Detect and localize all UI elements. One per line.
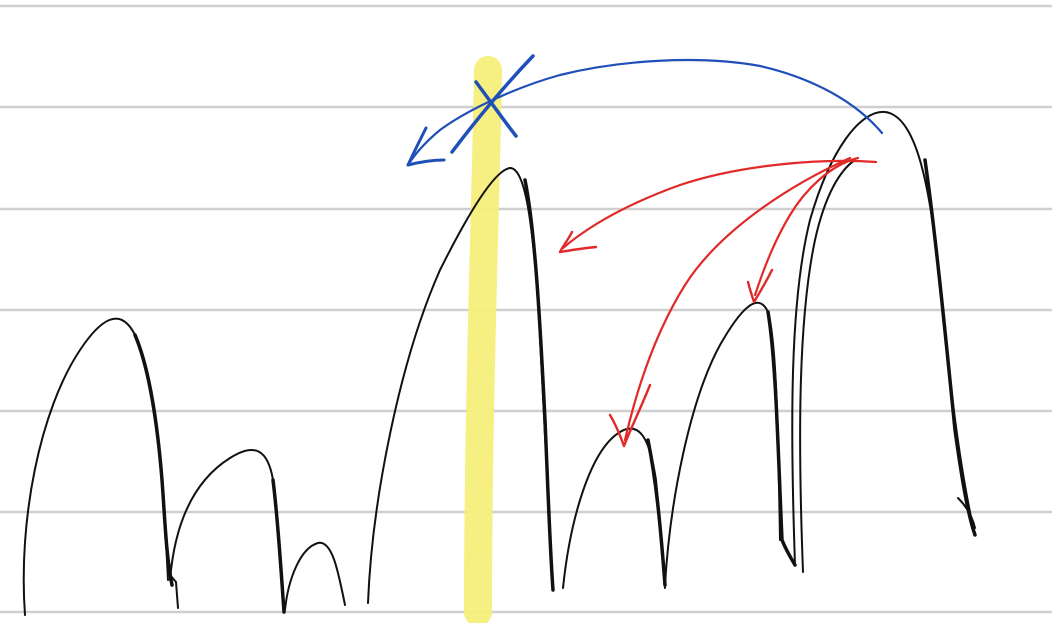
red-arrow-1: [561, 159, 878, 250]
hill-edge: [646, 438, 667, 587]
hill-edge: [169, 574, 179, 609]
blue-annotation: [406, 54, 884, 167]
blue-arc-arrow: [408, 58, 884, 164]
blue-arrow-head-icon: [406, 126, 446, 167]
cross-mark-icon: [450, 54, 535, 154]
hill-edge: [766, 310, 797, 567]
hill-4: [367, 167, 554, 604]
hill-edge: [957, 497, 976, 529]
red-arrow-3: [623, 156, 852, 442]
hill-3: [284, 541, 346, 611]
ruled-lines: [0, 4, 1052, 614]
red-arrow-head-icon: [608, 383, 652, 448]
hill-edge: [523, 178, 555, 592]
hill-1: [22, 317, 169, 616]
red-arrow-head-icon: [558, 230, 598, 254]
hill-6: [664, 301, 781, 586]
hill-edge: [923, 158, 977, 537]
red-annotation: [558, 156, 878, 448]
cross-mark-icon: [474, 80, 518, 138]
hill-thick-edges: [133, 158, 977, 614]
red-arrow-2: [753, 156, 860, 297]
hill-2: [169, 448, 285, 613]
hill-edge: [133, 333, 174, 587]
highlight-stroke: [464, 56, 502, 623]
red-arrow-head-icon: [746, 268, 774, 304]
hill-edge: [271, 478, 286, 614]
hill-7-inner: [799, 159, 856, 573]
